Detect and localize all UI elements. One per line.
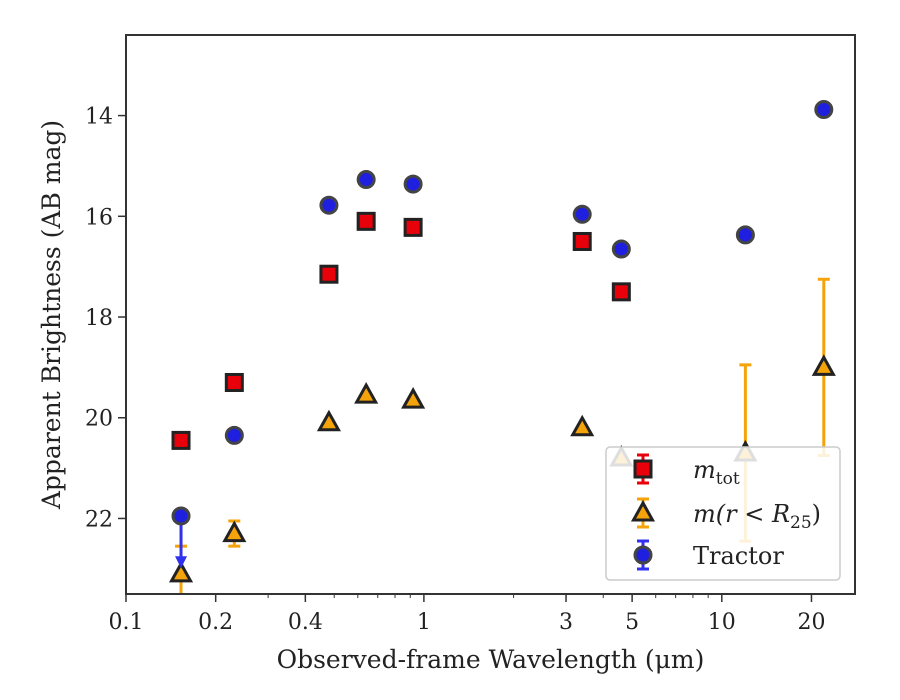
legend-label-subscript: tot [716, 469, 740, 489]
y-tick-label: 22 [85, 507, 113, 532]
series-square [171, 211, 631, 450]
data-point-circle [356, 170, 376, 190]
legend: mtot m(r < R25) Tractor [605, 446, 841, 581]
legend-label-main: m [693, 456, 716, 484]
x-tick-label: 1 [417, 610, 431, 635]
legend-entry-circle: Tractor [633, 539, 784, 571]
data-point-triangle [354, 382, 379, 404]
data-point-triangle [316, 409, 341, 432]
data-point-square [356, 211, 376, 231]
x-tick-label: 20 [797, 610, 825, 635]
data-point-circle [572, 204, 592, 224]
series-circle [171, 100, 834, 569]
legend-marker-circle [633, 545, 653, 565]
y-axis-label: Apparent Brightness (AB mag) [37, 120, 66, 510]
y-tick-label: 14 [85, 105, 113, 130]
data-point-circle [171, 506, 191, 526]
x-tick-label: 0.4 [288, 610, 323, 635]
data-point-circle [814, 100, 834, 120]
legend-label-subscript: 25 [790, 513, 812, 533]
plot-frame [125, 34, 856, 595]
data-point-triangle [401, 387, 426, 409]
x-tick-label: 0.2 [198, 610, 233, 635]
data-point-square [171, 430, 191, 450]
data-point-circle [403, 174, 423, 194]
legend-marker-triangle [630, 499, 656, 522]
data-point-square [572, 231, 592, 251]
data-point-circle [735, 225, 755, 245]
legend-label: mtot [693, 456, 740, 489]
data-point-square [403, 217, 423, 237]
legend-box [605, 446, 841, 581]
x-axis-label: Observed-frame Wavelength (μm) [277, 645, 705, 674]
legend-label-main: Tractor [693, 542, 784, 570]
data-point-triangle [811, 354, 836, 376]
y-tick-label: 16 [85, 205, 113, 230]
data-point-triangle [222, 520, 247, 543]
y-tick-label: 20 [85, 407, 113, 432]
data-point-circle [224, 425, 244, 445]
x-tick-label: 10 [708, 610, 736, 635]
data-point-square [611, 282, 631, 302]
data-point-triangle [570, 414, 595, 437]
legend-label: Tractor [693, 542, 784, 570]
x-tick-label: 3 [559, 610, 573, 635]
data-point-square [319, 264, 339, 284]
legend-label-tail: ) [812, 500, 821, 528]
legend-label: m(r < R25) [693, 500, 821, 533]
legend-marker-square [633, 459, 653, 479]
data-point-circle [611, 239, 631, 259]
axis-ticks: 0.1 0.2 0.4 1 3 5 10 20 14 16 18 20 22 [85, 105, 825, 635]
x-tick-label: 5 [625, 610, 639, 635]
x-tick-label: 0.1 [109, 610, 144, 635]
data-point-square [224, 372, 244, 392]
y-tick-label: 18 [85, 306, 113, 331]
data-point-circle [319, 195, 339, 215]
legend-entry-triangle: m(r < R25) [630, 497, 821, 533]
legend-entry-square: mtot [633, 453, 740, 489]
upper-limit-arrow-head [175, 556, 188, 569]
legend-label-main: m(r < R [693, 500, 790, 528]
data-point-triangle [168, 560, 194, 583]
